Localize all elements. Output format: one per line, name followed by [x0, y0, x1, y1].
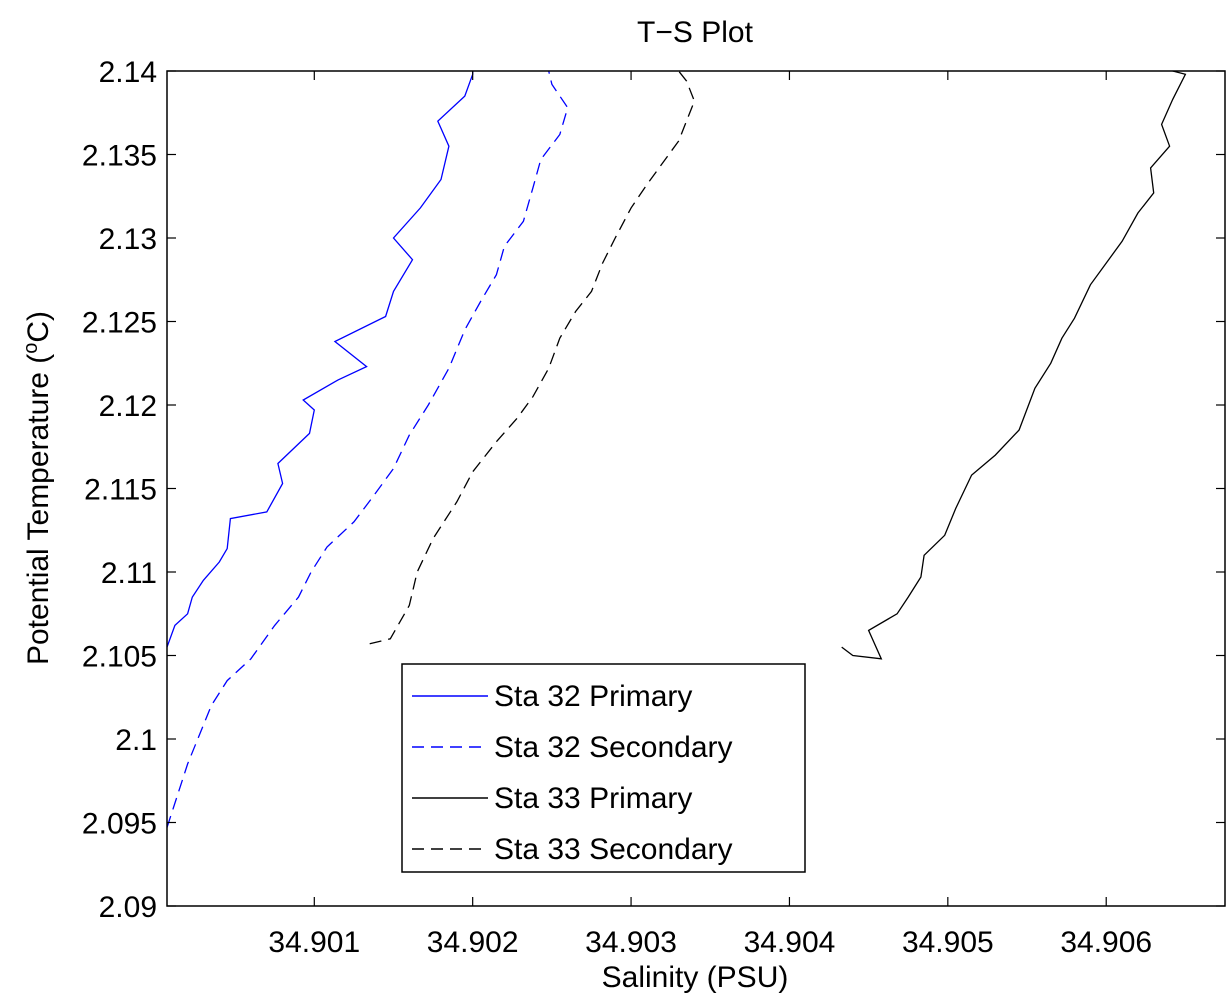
y-tick-label: 2.11: [101, 557, 157, 590]
y-tick-label: 2.105: [82, 641, 157, 674]
series-line-2: [166, 70, 569, 828]
legend-box: [401, 663, 806, 873]
chart-title: T−S Plot: [637, 16, 754, 49]
x-tick-label: 34.902: [427, 926, 519, 959]
x-axis-label: Salinity (PSU): [602, 961, 789, 994]
y-tick-label: 2.1: [115, 724, 157, 757]
y-tick-label: 2.12: [99, 390, 157, 423]
x-tick-label: 34.906: [1060, 926, 1152, 959]
y-tick-label: 2.14: [99, 56, 157, 89]
y-axis-label-end: C): [22, 311, 55, 343]
y-tick-label: 2.125: [82, 307, 157, 340]
x-tick-label: 34.905: [902, 926, 994, 959]
y-axis-label: Potential Temperature (oC): [20, 311, 55, 665]
y-tick-label: 2.09: [99, 891, 157, 924]
legend-label-4: Sta 33 Secondary: [494, 833, 733, 866]
y-tick-label: 2.115: [84, 474, 157, 507]
plot-lines: [166, 70, 1187, 828]
x-tick-label: 34.901: [268, 926, 360, 959]
legend-label-3: Sta 33 Primary: [494, 782, 692, 815]
y-tick-label: 2.135: [82, 140, 157, 173]
legend-label-2: Sta 32 Secondary: [494, 731, 733, 764]
x-axis: 34.901 34.902 34.903 34.904 34.905 34.906: [268, 71, 1152, 959]
y-tick-label: 2.13: [99, 223, 157, 256]
y-axis-label-superscript: o: [20, 343, 42, 354]
legend: Sta 32 Primary Sta 32 Secondary Sta 33 Pri…: [401, 663, 806, 873]
y-axis-label-main: Potential Temperature (: [22, 354, 55, 665]
y-axis: 2.09 2.095 2.1 2.105 2.11 2.115 2.12 2.125 2.13 2…: [82, 56, 1225, 924]
x-tick-label: 34.904: [744, 926, 836, 959]
y-tick-label: 2.095: [82, 808, 157, 841]
x-tick-label: 34.903: [585, 926, 677, 959]
series-line-4: [369, 70, 696, 645]
legend-entries: Sta 32 Primary Sta 32 Secondary Sta 33 Pri…: [412, 680, 733, 866]
series-line-3: [841, 70, 1187, 660]
series-line-1: [166, 71, 474, 648]
legend-label-1: Sta 32 Primary: [494, 680, 692, 713]
